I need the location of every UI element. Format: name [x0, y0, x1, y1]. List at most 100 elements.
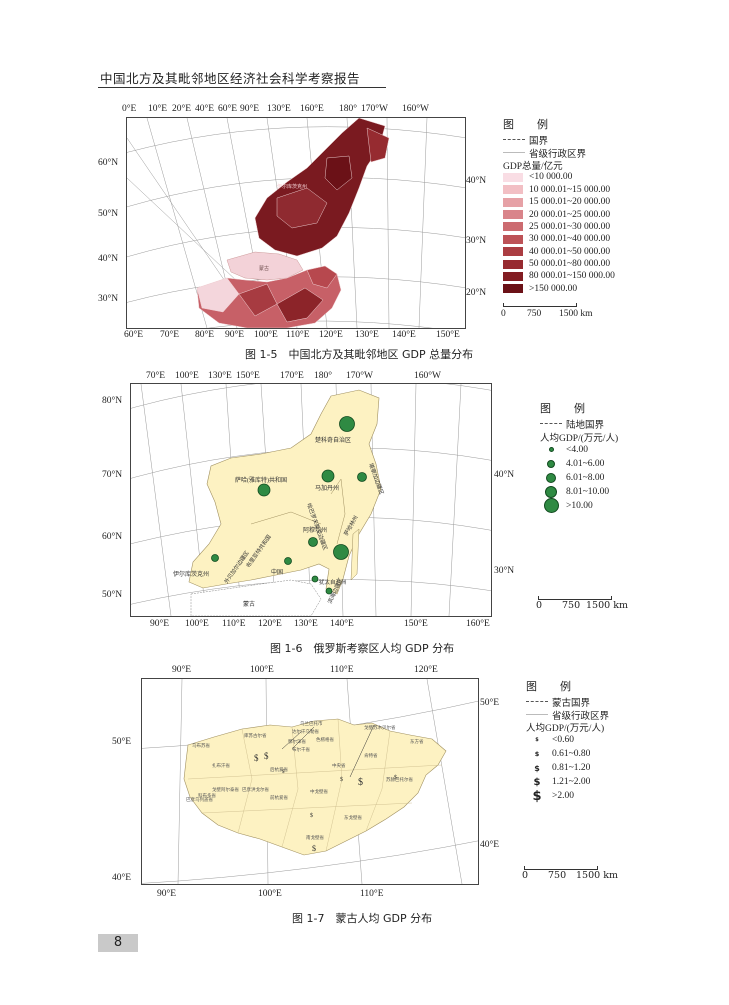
- mongolia-region: [226, 251, 304, 281]
- legend-class-label: <0.60: [552, 735, 574, 746]
- legend-subtitle: GDP总量/亿元: [503, 161, 563, 172]
- legend-swatch: [503, 247, 523, 257]
- legend-class-label: 40 000.01~50 000.00: [529, 246, 611, 257]
- map-label-mongolia: 蒙古: [259, 265, 269, 272]
- svg-text:色楞格省: 色楞格省: [316, 736, 334, 743]
- dollar-symbol-icon: $: [532, 788, 542, 804]
- gdp-symbol: $: [394, 774, 397, 781]
- legend-class-label: 0.61~0.80: [552, 749, 591, 760]
- land-border-line-symbol: [540, 423, 562, 425]
- fig2-scale-bar: 0 750 1500 km: [536, 596, 628, 616]
- dollar-symbol-icon: $: [535, 737, 539, 744]
- dollar-symbol-icon: $: [534, 750, 540, 759]
- legend-class-label: <4.00: [566, 444, 588, 455]
- fig3-legend: 图 例 蒙古国界 省级行政区界 人均GDP/(万元/人) $ <0.60 $0.61…: [526, 678, 656, 804]
- legend-swatch: [503, 271, 523, 281]
- green-circle-symbol-icon: [548, 447, 554, 453]
- gdp-symbol-large: $: [264, 751, 269, 761]
- legend-swatch: [503, 185, 523, 195]
- amur-gdp-symbol: [308, 537, 318, 547]
- legend-class-label: >10.00: [566, 500, 593, 511]
- legend-class-label: 20 000.01~25 000.00: [529, 209, 611, 220]
- gdp-symbol: $: [340, 776, 343, 783]
- svg-text:乌布苏省: 乌布苏省: [192, 742, 210, 749]
- province-border-line-symbol: [526, 713, 548, 716]
- svg-text:犹太自治州: 犹太自治州: [319, 578, 347, 586]
- green-circle-symbol-icon: [547, 459, 555, 468]
- legend-class-label: >150 000.00: [529, 283, 578, 294]
- legend-class-label: 8.01~10.00: [566, 486, 610, 497]
- legend-class-label: <10 000.00: [529, 172, 573, 183]
- fig3-scale-bar: 0 750 1500 km: [522, 866, 620, 886]
- svg-text:伊尔库茨克州: 伊尔库茨克州: [173, 570, 209, 578]
- svg-text:达尔汗乌勒省: 达尔汗乌勒省: [292, 728, 319, 735]
- gdp-symbol-largest: $: [358, 777, 363, 788]
- legend-class-row: $ >2.00: [526, 788, 656, 804]
- legend-class-row: 50 000.01~80 000.00: [503, 258, 633, 270]
- legend-class-label: 0.81~1.20: [552, 763, 591, 774]
- svg-text:楚科奇自治区: 楚科奇自治区: [315, 436, 351, 444]
- svg-text:中国: 中国: [271, 568, 283, 576]
- svg-text:马加丹州: 马加丹州: [315, 484, 339, 492]
- svg-text:肯特省: 肯特省: [364, 752, 378, 759]
- svg-text:中戈壁省: 中戈壁省: [310, 788, 328, 795]
- mongolia-outline: [183, 718, 447, 856]
- legend-swatch: [503, 259, 523, 269]
- legend-class-label: 10 000.01~15 000.00: [529, 184, 611, 195]
- russia-region: [254, 118, 386, 257]
- national-border-line-symbol: [503, 139, 525, 141]
- svg-text:布尔干省: 布尔干省: [292, 746, 310, 753]
- legend-class-row: $ <0.60: [526, 733, 656, 747]
- svg-text:前杭爱省: 前杭爱省: [270, 794, 288, 801]
- fig2-legend-classes: <4.00 4.01~6.00 6.01~8.00 8.01~10.00 >10.00: [540, 443, 670, 514]
- legend-class-label: 25 000.01~30 000.00: [529, 221, 611, 232]
- legend-swatch: [503, 222, 523, 232]
- kamchatka-gdp-symbol: [357, 472, 367, 482]
- legend-class-row: 10 000.01~15 000.00: [503, 184, 633, 196]
- russia-study-area: [188, 389, 382, 595]
- header-rule: [98, 87, 386, 88]
- gdp-symbol-large: $: [254, 753, 259, 763]
- dollar-symbol-icon: $: [533, 776, 541, 788]
- legend-swatch: [503, 234, 523, 244]
- jewish-ao-gdp-symbol: [311, 575, 319, 583]
- svg-text:南戈壁省: 南戈壁省: [306, 834, 324, 841]
- svg-text:东方省: 东方省: [410, 738, 424, 745]
- green-circle-symbol-icon: [545, 485, 557, 498]
- legend-class-row: 8.01~10.00: [540, 485, 670, 499]
- fig2-legend: 图 例 陆地国界 人均GDP/(万元/人) <4.00 4.01~6.00 6.01…: [540, 400, 670, 514]
- svg-text:萨哈(雅库特)共和国: 萨哈(雅库特)共和国: [235, 476, 287, 484]
- svg-text:库苏古尔省: 库苏古尔省: [244, 732, 267, 739]
- legend-class-row: 30 000.01~40 000.00: [503, 233, 633, 245]
- svg-text:中央省: 中央省: [332, 762, 346, 769]
- legend-swatch: [503, 197, 523, 207]
- svg-text:蒙古: 蒙古: [243, 600, 255, 608]
- gdp-total-map-svg: 伊尔库茨克州 蒙古: [127, 118, 465, 328]
- legend-class-row: >10.00: [540, 498, 670, 514]
- svg-text:阿穆尔州: 阿穆尔州: [303, 526, 327, 534]
- legend-class-row: <10 000.00: [503, 171, 633, 183]
- svg-text:扎布汗省: 扎布汗省: [212, 762, 230, 769]
- legend-class-row: 6.01~8.00: [540, 471, 670, 485]
- legend-swatch: [503, 172, 523, 182]
- legend-class-label: >2.00: [552, 791, 574, 802]
- svg-text:东戈壁省: 东戈壁省: [344, 814, 362, 821]
- mongolia-gdp-per-capita-map: 乌布苏省 库苏古尔省 布尔干省 色楞格省 达尔汗乌勒省 鄂尔浑省 乌兰巴托市 肯…: [141, 678, 479, 885]
- svg-text:鄂尔浑省: 鄂尔浑省: [288, 738, 306, 745]
- dollar-symbol-icon: $: [534, 763, 540, 773]
- transbaikal-gdp-symbol: [284, 557, 292, 565]
- fig1-legend-classes: <10 000.00 10 000.01~15 000.00 15 000.01~2…: [503, 171, 633, 295]
- primorsky-gdp-symbol: [325, 587, 333, 595]
- gdp-symbol-medium: $: [312, 844, 316, 853]
- page-number: 8: [98, 934, 138, 952]
- gdp-symbol: $: [310, 812, 313, 819]
- fig3-legend-classes: $ <0.60 $0.61~0.80 $0.81~1.20 $1.21~2.00 $ >2.…: [526, 733, 656, 804]
- legend-class-row: <4.00: [540, 443, 670, 457]
- svg-text:戈壁苏木贝尔省: 戈壁苏木贝尔省: [364, 724, 396, 731]
- svg-text:苏赫巴托尔省: 苏赫巴托尔省: [386, 776, 413, 783]
- magadan-gdp-symbol: [321, 469, 335, 483]
- fig2-caption: 图 1-6 俄罗斯考察区人均 GDP 分布: [270, 642, 455, 655]
- legend-class-row: 80 000.01~150 000.00: [503, 270, 633, 282]
- svg-text:乌兰巴托市: 乌兰巴托市: [300, 720, 323, 727]
- legend-class-row: $1.21~2.00: [526, 775, 656, 789]
